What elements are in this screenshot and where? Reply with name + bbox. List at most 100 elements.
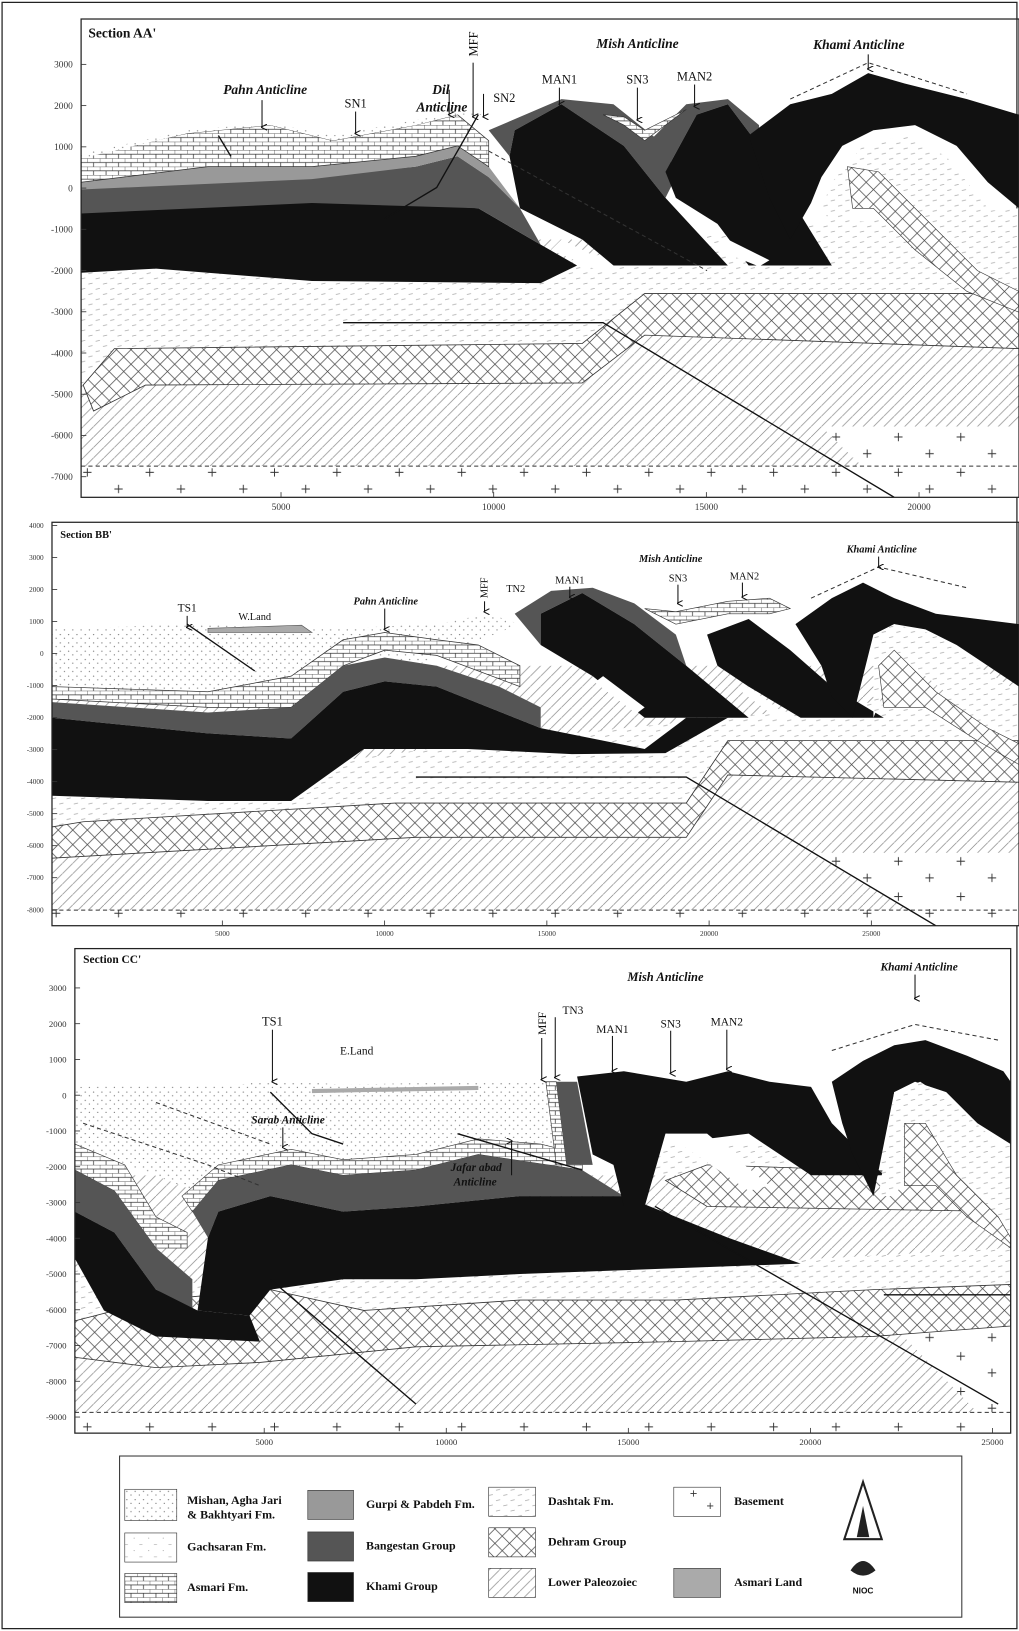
logo-text: NIOC <box>853 1585 874 1595</box>
y-tick-label: -3000 <box>46 1198 67 1208</box>
fault-label: MFF <box>537 1012 549 1035</box>
x-tick-label: 5000 <box>272 503 291 513</box>
x-tick-label: 20000 <box>799 1437 822 1447</box>
legend: Mishan, Agha Jari & Bakhtyari Fm. Gachsa… <box>120 1456 962 1617</box>
y-tick-label: -3000 <box>27 746 44 754</box>
y-tick-label: -7000 <box>46 1341 67 1351</box>
legend-label: Basement <box>734 1494 784 1508</box>
section-title: Section CC' <box>83 954 141 966</box>
x-tick-label: 25000 <box>981 1437 1004 1447</box>
section-bb <box>52 567 1019 926</box>
y-tick-label: -6000 <box>27 842 44 850</box>
structure-label: Mish Anticline <box>595 36 678 51</box>
legend-label: Khami Group <box>366 1579 438 1593</box>
y-tick-label: 0 <box>62 1090 67 1100</box>
y-tick-label: 2000 <box>49 1019 67 1029</box>
y-tick-label: 0 <box>68 184 73 194</box>
section-title: Section BB' <box>60 530 112 541</box>
legend-label: Gurpi & Pabdeh Fm. <box>366 1497 475 1511</box>
y-tick-label: -5000 <box>46 1269 67 1279</box>
x-tick-label: 25000 <box>862 930 881 938</box>
x-tick-label: 20000 <box>700 930 719 938</box>
legend-label: Mishan, Agha Jari <box>187 1493 282 1507</box>
section-cc <box>75 1024 1011 1433</box>
y-tick-label: -2000 <box>46 1162 67 1172</box>
well-label: MAN2 <box>730 571 759 582</box>
structure-label: Khami Anticline <box>880 961 958 973</box>
x-tick-label: 10000 <box>376 930 395 938</box>
x-tick-label: 15000 <box>538 930 557 938</box>
well-label: MAN1 <box>542 72 577 86</box>
land-label: W.Land <box>238 612 272 623</box>
x-tick-label: 20000 <box>907 503 931 513</box>
well-label: SN1 <box>345 96 367 110</box>
structure-label: Pahn Anticline <box>223 82 307 97</box>
y-tick-label: -2000 <box>27 714 44 722</box>
y-tick-label: -1000 <box>46 1126 67 1136</box>
legend-label: Asmari Land <box>734 1575 802 1589</box>
legend-label: & Bakhtyari Fm. <box>187 1507 275 1521</box>
land-label: E.Land <box>340 1046 374 1058</box>
y-tick-label: -4000 <box>51 349 73 359</box>
legend-label: Bangestan Group <box>366 1539 456 1553</box>
legend-label: Asmari Fm. <box>187 1580 248 1594</box>
y-tick-label: 2000 <box>54 102 73 112</box>
y-tick-label: -8000 <box>46 1376 67 1386</box>
y-tick-label: -6000 <box>51 432 73 442</box>
y-tick-label: 1000 <box>29 618 44 626</box>
y-tick-label: -7000 <box>27 874 44 882</box>
well-label: SN3 <box>669 574 687 585</box>
y-tick-label: 1000 <box>54 143 73 153</box>
well-label: SN3 <box>626 72 648 86</box>
fault-label: MFF <box>466 31 480 56</box>
legend-label: Dehram Group <box>548 1534 627 1548</box>
x-tick-label: 15000 <box>695 503 719 513</box>
x-tick-label: 15000 <box>617 1437 640 1447</box>
y-tick-label: -8000 <box>27 906 44 914</box>
x-tick-label: 10000 <box>482 503 506 513</box>
well-label: TS1 <box>178 603 197 615</box>
y-tick-label: -3000 <box>51 308 73 318</box>
structure-label: Anticline <box>415 100 467 115</box>
section-title: Section AA' <box>88 26 156 41</box>
y-tick-label: -1000 <box>51 226 73 236</box>
well-label: TN2 <box>506 584 525 595</box>
structure-label: Khami Anticline <box>846 544 918 555</box>
well-label: MAN2 <box>711 1017 744 1029</box>
y-tick-label: 3000 <box>29 554 44 562</box>
legend-label: Lower Paleozoiec <box>548 1575 637 1589</box>
structure-label: Pahn Anticline <box>354 596 419 607</box>
x-tick-label: 5000 <box>255 1437 273 1447</box>
y-tick-label: -6000 <box>46 1305 67 1315</box>
y-tick-label: -1000 <box>27 682 44 690</box>
y-tick-label: 4000 <box>29 522 44 530</box>
structure-label: Mish Anticline <box>626 970 704 984</box>
y-tick-label: 3000 <box>54 61 73 71</box>
y-tick-label: -4000 <box>27 778 44 786</box>
figure: Section AA' Pahn Anticline SN1 Dil Antic… <box>0 0 1019 1631</box>
well-label: MAN1 <box>596 1024 629 1036</box>
structure-label: Anticline <box>453 1177 497 1189</box>
structure-label: Sarab Anticline <box>251 1114 325 1126</box>
well-label: SN2 <box>493 91 515 105</box>
y-tick-label: -2000 <box>51 267 73 277</box>
y-tick-label: 1000 <box>49 1055 67 1065</box>
structure-label: Dil <box>431 82 450 97</box>
legend-label: Gachsaran Fm. <box>187 1540 266 1554</box>
structure-label: Mish Anticline <box>638 554 703 565</box>
well-label: SN3 <box>661 1019 682 1031</box>
y-tick-label: -5000 <box>51 391 73 401</box>
legend-label: Dashtak Fm. <box>548 1494 614 1508</box>
y-tick-label: -7000 <box>51 473 73 483</box>
x-tick-label: 5000 <box>215 930 230 938</box>
x-tick-label: 10000 <box>435 1437 458 1447</box>
y-tick-label: -4000 <box>46 1233 67 1243</box>
fault-label: MFF <box>480 577 491 598</box>
y-tick-label: 3000 <box>49 983 67 993</box>
y-tick-label: -9000 <box>46 1412 67 1422</box>
well-label: TS1 <box>262 1015 283 1029</box>
well-label: MAN2 <box>677 69 712 83</box>
well-label: TN3 <box>562 1005 583 1017</box>
section-aa <box>81 63 1019 498</box>
y-tick-label: 2000 <box>29 586 44 594</box>
